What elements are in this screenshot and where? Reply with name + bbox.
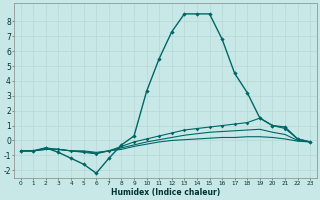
X-axis label: Humidex (Indice chaleur): Humidex (Indice chaleur) <box>111 188 220 197</box>
